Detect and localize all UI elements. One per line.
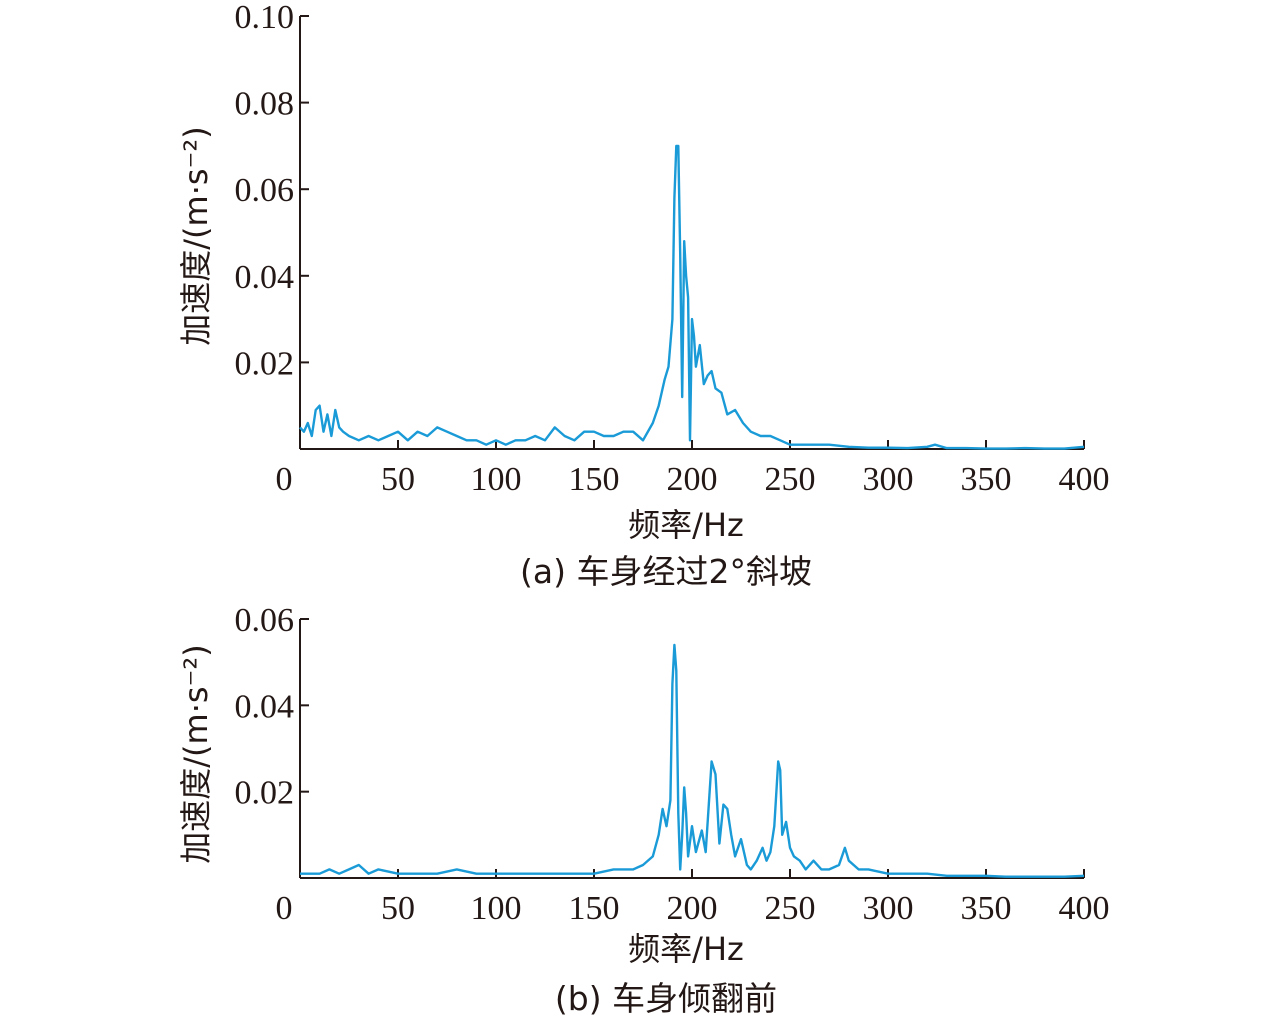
- y-tick-label: 0.04: [235, 688, 295, 725]
- x-tick-label: 200: [667, 890, 718, 927]
- chart-caption: (a) 车身经过2°斜坡: [520, 552, 812, 591]
- x-tick-label: 100: [471, 461, 522, 498]
- x-axis-label: 频率/Hz: [628, 930, 744, 968]
- chart-panel-b: 0 50 100 150 200 250 300 350 400 0.02 0.04 0.06 频率/H…: [177, 602, 1110, 1018]
- x-tick-label: 200: [667, 461, 718, 498]
- x-tick-label: 50: [381, 890, 415, 927]
- x-tick-label: 0: [276, 461, 293, 498]
- x-tick-label: 50: [381, 461, 415, 498]
- y-axis-label: 加速度/(m·s⁻²): [177, 126, 215, 346]
- series-line: [299, 144, 1085, 450]
- y-tick-label: 0.02: [235, 775, 295, 812]
- y-axis-label: 加速度/(m·s⁻²): [177, 644, 215, 864]
- y-tick-label: 0.06: [235, 602, 295, 639]
- y-tick-label: 0.10: [235, 0, 295, 36]
- series-line: [300, 643, 1085, 878]
- x-tick-label: 150: [569, 461, 620, 498]
- y-tick-label: 0.08: [235, 86, 295, 123]
- x-axis-label: 频率/Hz: [628, 506, 744, 544]
- x-tick-label: 150: [569, 890, 620, 927]
- x-tick-label: 400: [1059, 461, 1110, 498]
- y-tick-label: 0.04: [235, 259, 295, 296]
- x-tick-label: 250: [765, 890, 816, 927]
- chart-panel-a: 0 50 100 150 200 250 300 350 400 0.02 0.04 0.06 0.08…: [177, 0, 1110, 591]
- x-tick-label: 300: [863, 461, 914, 498]
- x-tick-label: 350: [961, 461, 1012, 498]
- x-tick-label: 0: [276, 890, 293, 927]
- y-tick-label: 0.06: [235, 172, 295, 209]
- x-tick-label: 250: [765, 461, 816, 498]
- x-tick-label: 100: [471, 890, 522, 927]
- x-tick-label: 350: [961, 890, 1012, 927]
- chart-caption: (b) 车身倾翻前: [555, 979, 777, 1018]
- x-tick-label: 400: [1059, 890, 1110, 927]
- x-tick-label: 300: [863, 890, 914, 927]
- y-tick-label: 0.02: [235, 345, 295, 382]
